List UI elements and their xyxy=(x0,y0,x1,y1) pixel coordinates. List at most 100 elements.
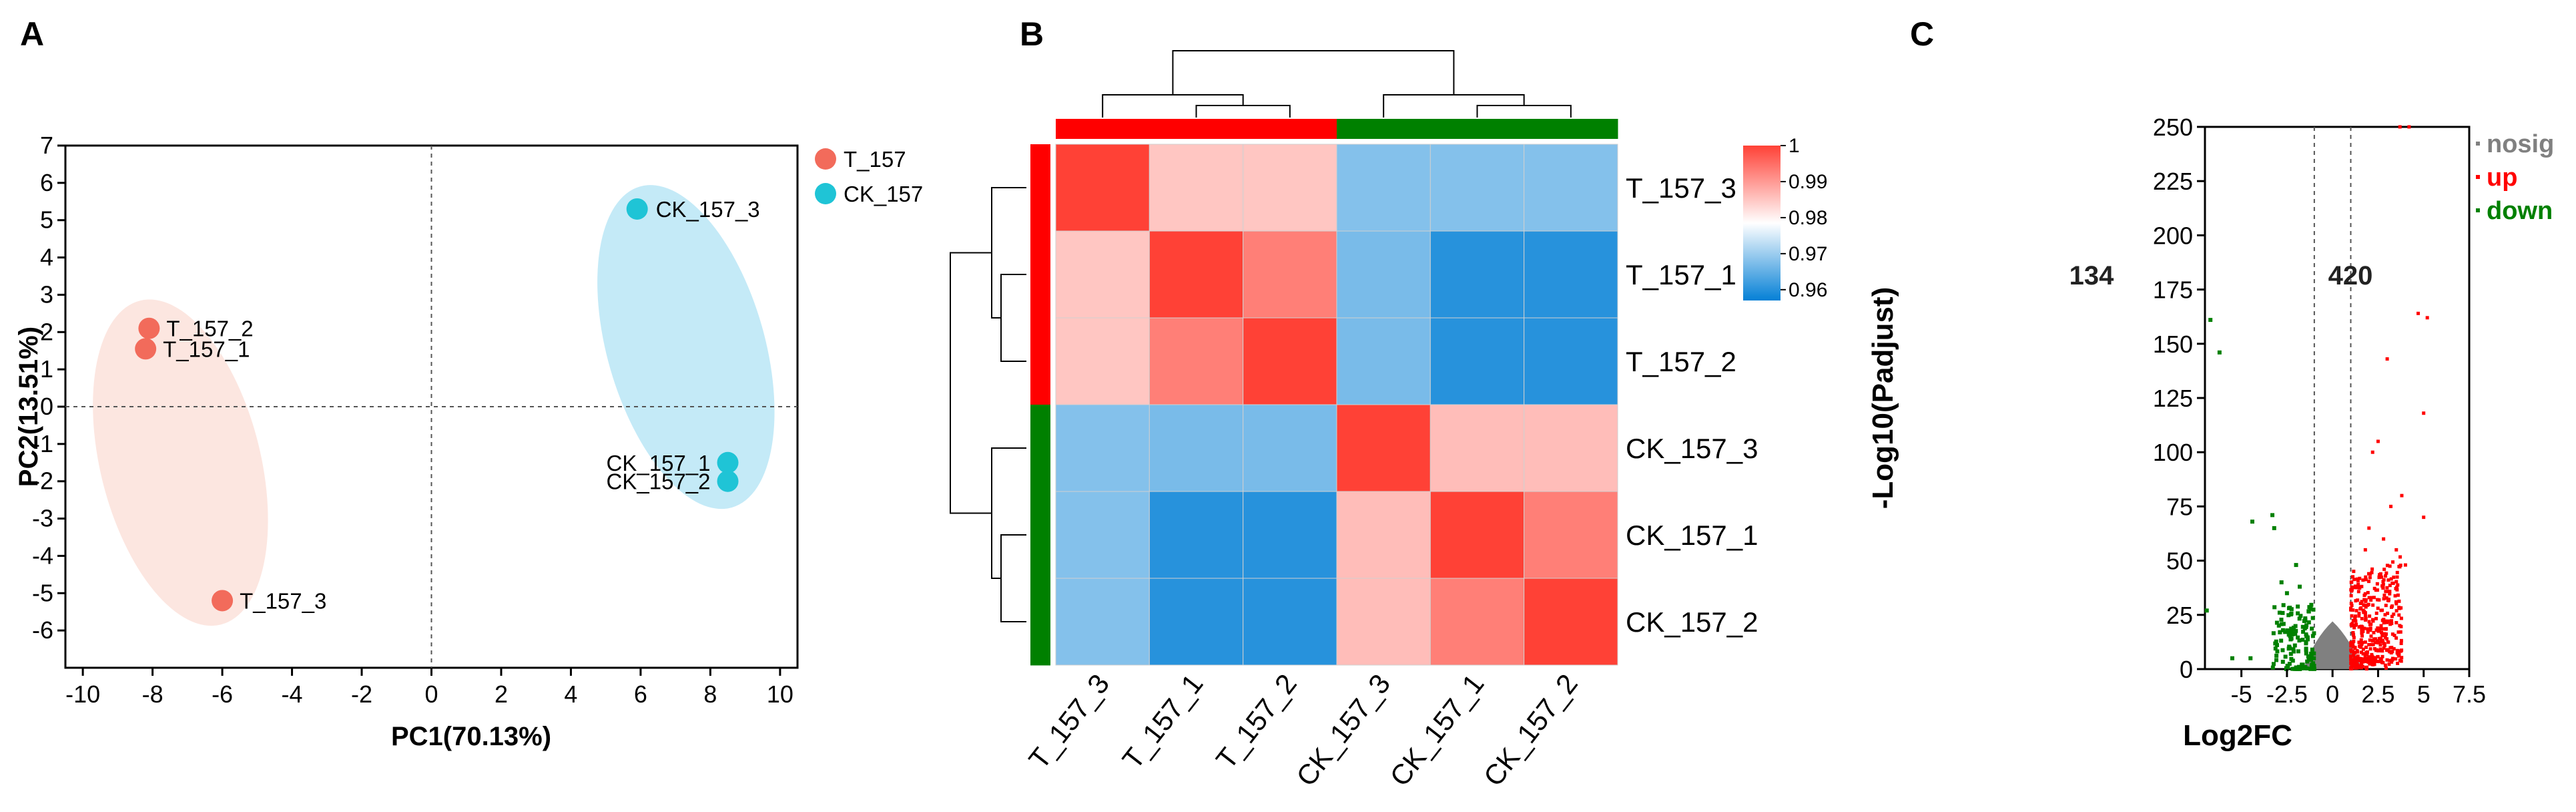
up-point xyxy=(2397,649,2401,653)
up-point xyxy=(2357,614,2361,618)
up-point xyxy=(2355,656,2359,660)
sample-point xyxy=(135,338,157,360)
up-point xyxy=(2356,598,2360,602)
up-point xyxy=(2360,634,2364,638)
up-point xyxy=(2356,658,2360,662)
column-group-cell xyxy=(1149,119,1244,139)
down-point xyxy=(2304,632,2308,637)
down-point xyxy=(2217,350,2222,355)
dendro-link xyxy=(991,447,1026,579)
legend-marker xyxy=(815,183,836,204)
up-point xyxy=(2400,648,2404,652)
up-point xyxy=(2363,592,2367,596)
y-tick-label: -1 xyxy=(32,430,53,457)
up-point xyxy=(2398,125,2402,129)
sample-label: T_157_3 xyxy=(240,588,326,613)
up-point xyxy=(2380,634,2384,638)
heatmap-cell xyxy=(1243,317,1337,405)
down-point xyxy=(2280,648,2285,652)
heatmap-cell xyxy=(1149,404,1244,492)
down-point xyxy=(2296,649,2300,654)
x-tick-label: 2.5 xyxy=(2361,680,2394,708)
up-point xyxy=(2395,575,2399,579)
down-point xyxy=(2298,666,2302,671)
up-point xyxy=(2384,574,2388,578)
up-point xyxy=(2358,586,2362,590)
up-point xyxy=(2363,548,2367,552)
down-point xyxy=(2288,646,2292,650)
panel-letter-b: B xyxy=(1020,15,1044,53)
up-point xyxy=(2352,661,2356,665)
column-group-cell xyxy=(1430,119,1525,139)
up-point xyxy=(2381,627,2385,631)
heatmap-cell xyxy=(1429,317,1525,405)
up-point xyxy=(2417,311,2421,315)
volcano-points xyxy=(2204,125,2429,671)
up-point xyxy=(2351,631,2355,635)
down-point xyxy=(2296,664,2301,669)
up-point xyxy=(2389,651,2393,655)
up-point xyxy=(2349,648,2353,652)
up-point xyxy=(2396,583,2400,587)
up-point xyxy=(2388,646,2392,650)
down-point xyxy=(2270,513,2275,518)
up-point xyxy=(2378,647,2382,651)
down-point xyxy=(2297,638,2302,643)
down-point xyxy=(2270,665,2275,670)
up-point xyxy=(2394,600,2398,604)
up-point xyxy=(2382,597,2386,601)
y-tick-label: -4 xyxy=(32,542,53,569)
up-point xyxy=(2388,622,2392,626)
up-point xyxy=(2380,575,2384,579)
x-tick-label: -10 xyxy=(65,680,100,708)
dendro-link xyxy=(1476,105,1572,118)
sample-label: T_157_2 xyxy=(166,317,253,341)
up-point xyxy=(2377,598,2381,602)
up-point xyxy=(2380,608,2384,612)
column-group-cell xyxy=(1524,119,1618,139)
up-point xyxy=(2364,652,2368,656)
down-point xyxy=(2280,660,2285,664)
down-point xyxy=(2279,638,2284,643)
heatmap-cell xyxy=(1524,317,1618,405)
up-point xyxy=(2351,649,2355,653)
up-point xyxy=(2351,632,2355,636)
up-point xyxy=(2351,608,2355,612)
heatmap-column-labels: T_157_3 T_157_1 T_157_2CK_157_3CK_157_1CK_… xyxy=(1022,668,1584,792)
up-point xyxy=(2358,607,2362,611)
up-point xyxy=(2364,575,2368,579)
x-tick-label: -4 xyxy=(282,680,303,708)
up-point xyxy=(2391,560,2395,564)
legend-label: up xyxy=(2487,164,2517,192)
heatmap-cell xyxy=(1336,230,1431,319)
up-point xyxy=(2394,636,2398,640)
legend-label: T_157 xyxy=(844,147,906,172)
up-point xyxy=(2422,516,2426,520)
panel-letter-a: A xyxy=(20,15,44,53)
heatmap-cell xyxy=(1055,230,1150,319)
up-point xyxy=(2350,641,2354,645)
up-point xyxy=(2367,620,2371,624)
t-group-ellipse xyxy=(93,299,268,626)
up-point xyxy=(2368,660,2372,664)
down-point xyxy=(2279,617,2284,622)
up-point xyxy=(2382,642,2386,646)
heatmap-cell xyxy=(1429,578,1525,666)
volcano-nosig-cloud xyxy=(2303,621,2362,669)
up-point xyxy=(2369,622,2373,626)
up-point xyxy=(2366,590,2370,594)
up-point xyxy=(2355,648,2359,652)
up-point xyxy=(2382,578,2386,582)
down-point xyxy=(2274,639,2278,644)
heatmap-cell xyxy=(1243,404,1337,492)
down-point xyxy=(2204,608,2209,613)
up-point xyxy=(2392,612,2396,616)
x-tick-label: 0 xyxy=(2326,680,2339,708)
up-point xyxy=(2382,621,2386,625)
down-point xyxy=(2312,664,2316,668)
down-point xyxy=(2304,666,2309,670)
up-point xyxy=(2365,650,2369,654)
up-point xyxy=(2361,629,2365,633)
down-point xyxy=(2300,662,2305,667)
legend-marker xyxy=(2476,208,2480,212)
